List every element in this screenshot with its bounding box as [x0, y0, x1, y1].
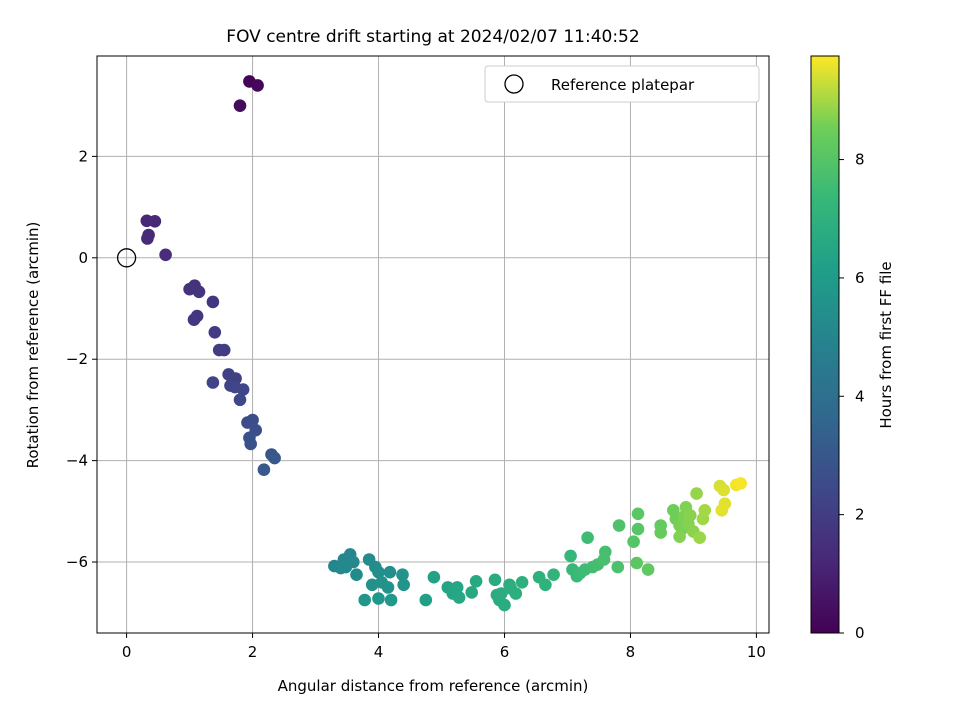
data-point: [187, 313, 201, 327]
data-point: [268, 451, 281, 465]
colorbar-gradient: [810, 55, 840, 634]
data-point: [206, 376, 220, 389]
data-point: [192, 285, 206, 299]
y-tick-label: −4: [66, 452, 88, 470]
data-point: [372, 592, 385, 605]
data-point: [469, 575, 483, 588]
data-point: [251, 79, 264, 92]
colorbar: 0 2 4 6 8 Hours from first FF file: [810, 55, 895, 642]
data-point: [384, 593, 398, 607]
data-point: [498, 598, 511, 612]
colorbar-tick-label: 2: [855, 506, 865, 524]
data-point: [597, 553, 611, 566]
data-point: [148, 215, 162, 228]
colorbar-label: Hours from first FF file: [877, 261, 895, 428]
x-tick-label: 6: [500, 643, 510, 661]
data-point: [509, 587, 523, 600]
data-point: [581, 531, 594, 544]
data-point: [564, 549, 577, 563]
data-point: [244, 437, 257, 451]
data-point: [233, 99, 247, 112]
legend-box: [484, 65, 760, 103]
data-point: [358, 593, 372, 607]
data-point: [611, 560, 625, 574]
grid-lines: [97, 56, 769, 633]
data-point: [381, 581, 395, 594]
data-point: [515, 576, 529, 589]
data-point: [233, 393, 247, 407]
y-axis-label: Rotation from reference (arcmin): [24, 222, 42, 469]
data-points: [140, 75, 747, 612]
data-point: [693, 531, 706, 544]
reference-point-marker: [116, 248, 137, 268]
data-point: [159, 248, 172, 262]
y-tick-label: −6: [66, 553, 88, 571]
data-point: [257, 463, 271, 477]
data-point: [734, 477, 747, 490]
data-point: [206, 295, 220, 309]
plot-frame: [96, 55, 770, 634]
colorbar-tick-label: 6: [855, 269, 865, 287]
data-point: [339, 560, 353, 574]
data-point: [715, 504, 729, 517]
x-tick-label: 4: [374, 643, 384, 661]
data-point: [419, 593, 433, 607]
y-tick-label: −2: [66, 350, 88, 368]
data-point: [630, 556, 643, 570]
data-point: [427, 570, 441, 584]
data-point: [698, 504, 712, 517]
data-point: [488, 573, 502, 587]
data-point: [690, 487, 703, 500]
colorbar-tick-label: 4: [855, 387, 865, 405]
data-point: [217, 343, 231, 357]
x-tick-label: 0: [122, 643, 132, 661]
data-point: [396, 568, 409, 581]
data-point: [684, 509, 697, 522]
data-point: [673, 530, 686, 543]
data-point: [465, 586, 479, 599]
data-point: [141, 232, 154, 245]
x-axis-label: Angular distance from reference (arcmin): [278, 677, 589, 695]
data-point: [236, 383, 250, 396]
legend: Reference platepar: [484, 65, 760, 103]
legend-marker-icon: [504, 74, 524, 94]
data-point: [450, 581, 464, 594]
data-point: [350, 568, 363, 581]
data-point: [641, 563, 655, 576]
data-point: [383, 565, 397, 579]
legend-entry-label: Reference platepar: [551, 76, 695, 94]
data-point: [654, 526, 667, 539]
data-point: [539, 578, 552, 592]
y-axis-ticks: 2 0 −2 −4 −6: [66, 147, 97, 571]
y-tick-label: 2: [78, 147, 88, 165]
data-point: [452, 591, 466, 604]
colorbar-tick-label: 8: [855, 151, 865, 169]
data-point: [717, 483, 730, 497]
y-tick-label: 0: [78, 249, 88, 267]
colorbar-tick-label: 0: [855, 624, 865, 642]
data-point: [627, 535, 640, 548]
data-point: [495, 587, 508, 600]
data-point: [397, 578, 411, 592]
data-point: [631, 507, 645, 521]
data-point: [246, 413, 259, 427]
data-point: [372, 565, 385, 579]
data-point: [208, 326, 222, 339]
x-tick-label: 10: [747, 643, 766, 661]
data-point: [631, 522, 645, 536]
x-tick-label: 8: [626, 643, 636, 661]
chart-title: FOV centre drift starting at 2024/02/07 …: [226, 27, 639, 47]
data-point: [612, 519, 626, 532]
colorbar-ticks: 0 2 4 6 8: [839, 151, 865, 642]
x-axis-ticks: 0 2 4 6 8 10: [122, 633, 766, 661]
data-point: [365, 578, 379, 592]
x-tick-label: 2: [248, 643, 258, 661]
data-point: [547, 568, 560, 581]
